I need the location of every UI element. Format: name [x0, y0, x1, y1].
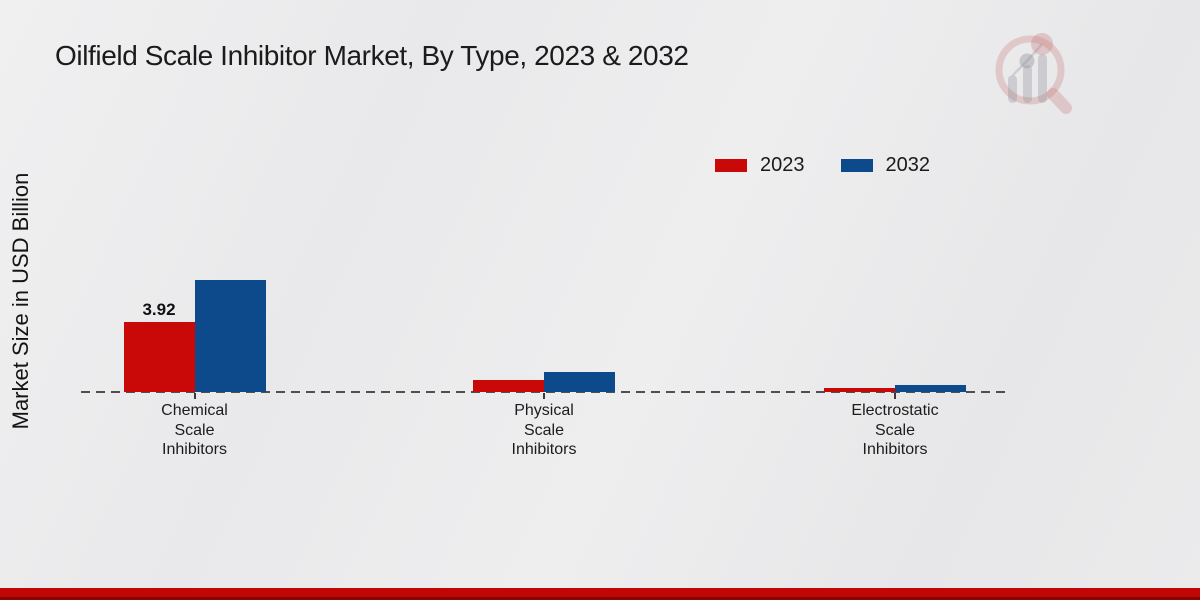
logo-dot-icon — [1031, 33, 1053, 55]
category-label-chemical-scale-inhibitors: Chemical Scale Inhibitors — [161, 402, 228, 458]
logo-bar-icon — [1008, 75, 1017, 103]
footer-accent-bar — [0, 588, 1200, 600]
legend-label: 2023 — [760, 154, 805, 176]
legend-item-2023: 2023 — [715, 154, 805, 177]
bar-2032-chemical-scale-inhibitors — [194, 280, 266, 392]
legend: 2023 2032 — [715, 154, 930, 177]
category-label-physical-scale-inhibitors: Physical Scale Inhibitors — [511, 402, 577, 458]
legend-swatch-icon — [715, 159, 747, 172]
brand-watermark-logo — [995, 33, 1072, 114]
logo-dot-icon — [1019, 53, 1035, 69]
category-label-electrostatic-scale-inhibitors: Electrostatic Scale Inhibitors — [851, 402, 939, 458]
legend-label: 2032 — [885, 154, 931, 176]
magnifier-handle-icon — [1047, 88, 1072, 114]
magnifier-ring-icon — [995, 35, 1065, 105]
chart-title: Oilfield Scale Inhibitor Market, By Type… — [55, 40, 689, 71]
x-axis-tick — [193, 393, 196, 399]
bar-2032-physical-scale-inhibitors — [544, 372, 615, 392]
bar-value-label: 3.92 — [142, 300, 176, 320]
x-axis-baseline — [81, 391, 1007, 393]
x-axis-tick — [543, 393, 545, 399]
bar-2023-chemical-scale-inhibitors — [123, 322, 195, 392]
x-axis-tick — [894, 393, 896, 399]
legend-item-2032: 2032 — [840, 154, 931, 177]
logo-trend-line-icon — [1012, 43, 1043, 76]
bar-2023-electrostatic-scale-inhibitors — [824, 388, 895, 392]
bar-2023-physical-scale-inhibitors — [473, 380, 544, 392]
legend-swatch-icon — [840, 159, 873, 172]
logo-bar-icon — [1038, 54, 1047, 103]
logo-bar-icon — [1023, 65, 1032, 103]
bar-2032-electrostatic-scale-inhibitors — [895, 385, 966, 392]
